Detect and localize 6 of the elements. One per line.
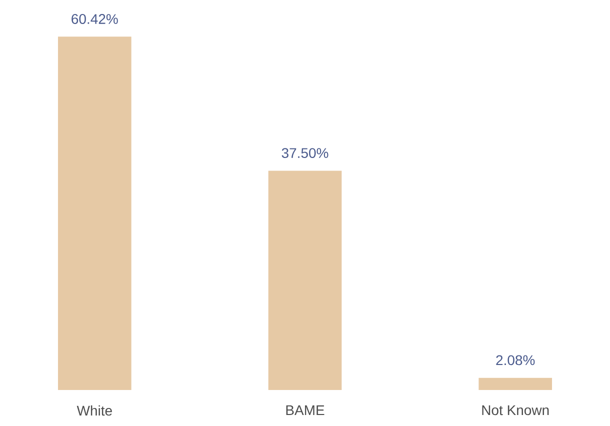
data-label: 2.08% (496, 355, 535, 366)
data-label: 37.50% (282, 148, 328, 158)
data-label: 60.42% (72, 14, 118, 24)
x-tick-label: BAME (286, 405, 324, 416)
x-tick-label: White (76, 405, 112, 416)
x-tick-label: Not Known (482, 405, 549, 416)
